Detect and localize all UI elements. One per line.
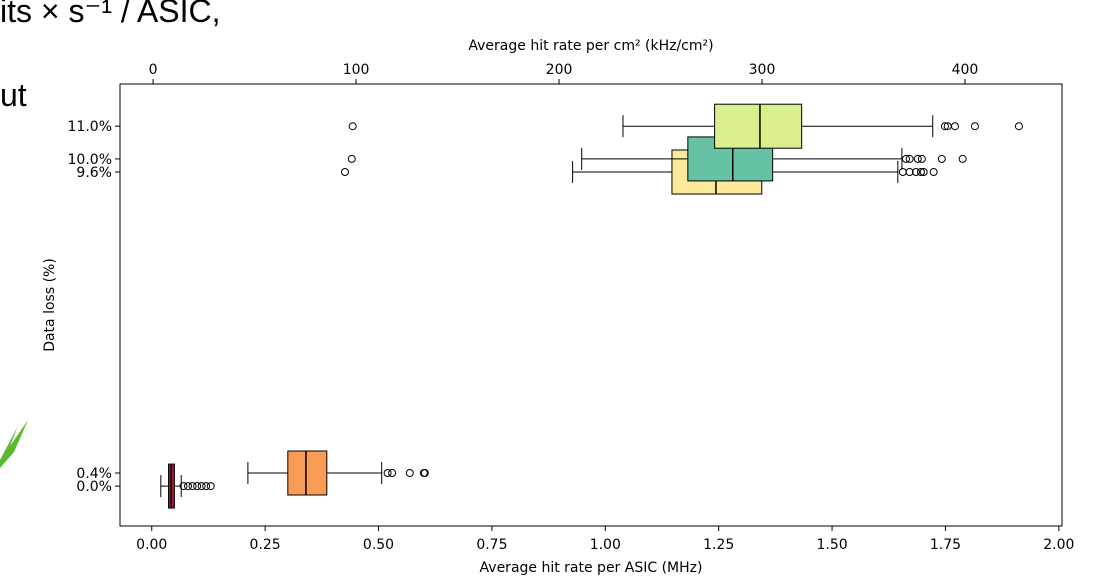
box bbox=[287, 450, 328, 496]
flier bbox=[929, 168, 938, 177]
y-tick-label: 11.0% bbox=[68, 119, 112, 135]
flier bbox=[188, 482, 197, 491]
flier bbox=[405, 468, 414, 477]
x-tick-label: 1.75 bbox=[930, 537, 961, 553]
x-axis-label: Average hit rate per ASIC (MHz) bbox=[480, 560, 703, 576]
y-tick-label: 10.0% bbox=[68, 152, 112, 168]
x-tick-label: 0.25 bbox=[250, 537, 281, 553]
flier bbox=[913, 154, 922, 163]
flier bbox=[184, 482, 193, 491]
flier bbox=[202, 482, 211, 491]
x2-tick-label: 100 bbox=[343, 62, 370, 78]
x-tick-label: 1.50 bbox=[816, 537, 847, 553]
flier bbox=[937, 154, 946, 163]
y-tick-label: 0.0% bbox=[76, 479, 112, 495]
slide-text: its × s⁻¹ / ASIC, bbox=[0, 0, 221, 29]
flier bbox=[917, 154, 926, 163]
x-tick-label: 1.00 bbox=[590, 537, 621, 553]
x2-tick-label: 0 bbox=[149, 62, 158, 78]
flier bbox=[340, 168, 349, 177]
x-tick-label: 0.00 bbox=[136, 537, 167, 553]
x-tick-label: 1.25 bbox=[703, 537, 734, 553]
x2-axis-label: Average hit rate per cm² (kHz/cm²) bbox=[468, 38, 713, 54]
flier bbox=[905, 168, 914, 177]
plot-frame bbox=[119, 83, 1063, 527]
flier bbox=[388, 468, 397, 477]
flier bbox=[919, 168, 928, 177]
flier bbox=[940, 122, 949, 131]
flier bbox=[950, 122, 959, 131]
flier bbox=[193, 482, 202, 491]
x2-tick-label: 200 bbox=[546, 62, 573, 78]
flier bbox=[916, 168, 925, 177]
flier bbox=[958, 154, 967, 163]
flier bbox=[1014, 122, 1023, 131]
flier bbox=[179, 482, 188, 491]
y-axis-label: Data loss (%) bbox=[42, 258, 58, 352]
box bbox=[714, 103, 803, 149]
x-tick-label: 2.00 bbox=[1043, 537, 1074, 553]
flier bbox=[898, 168, 907, 177]
x2-tick-label: 300 bbox=[749, 62, 776, 78]
y-tick-label: 0.4% bbox=[76, 466, 112, 482]
flier bbox=[420, 468, 429, 477]
plant-icon bbox=[0, 420, 28, 468]
flier bbox=[347, 154, 356, 163]
flier bbox=[970, 122, 979, 131]
flier bbox=[206, 482, 215, 491]
slide-text: ut bbox=[0, 77, 27, 113]
x-tick-label: 0.75 bbox=[476, 537, 507, 553]
flier bbox=[197, 482, 206, 491]
y-tick-label: 9.6% bbox=[76, 165, 112, 181]
flier bbox=[911, 168, 920, 177]
flier bbox=[905, 154, 914, 163]
flier bbox=[383, 468, 392, 477]
flier bbox=[901, 154, 910, 163]
x2-tick-label: 400 bbox=[952, 62, 979, 78]
x-tick-label: 0.50 bbox=[363, 537, 394, 553]
flier bbox=[348, 122, 357, 131]
